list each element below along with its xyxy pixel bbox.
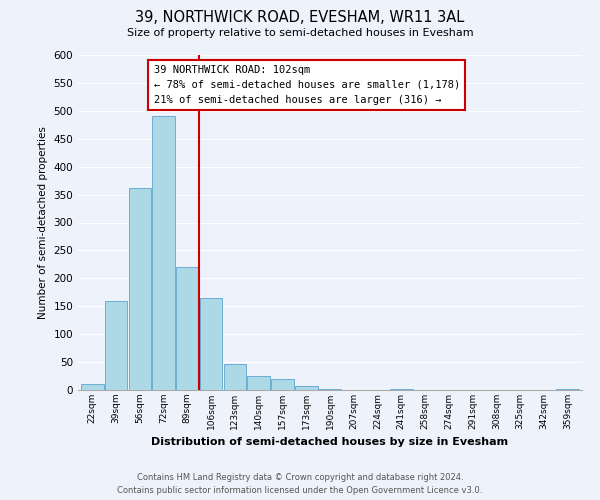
Text: 39 NORTHWICK ROAD: 102sqm
← 78% of semi-detached houses are smaller (1,178)
21% : 39 NORTHWICK ROAD: 102sqm ← 78% of semi-…	[154, 65, 460, 104]
Text: Contains HM Land Registry data © Crown copyright and database right 2024.
Contai: Contains HM Land Registry data © Crown c…	[118, 474, 482, 495]
Bar	[200, 298, 223, 390]
Bar	[105, 300, 127, 390]
Bar	[247, 376, 270, 390]
Bar	[556, 389, 579, 390]
Bar	[152, 116, 175, 390]
Bar	[176, 267, 199, 390]
Bar	[81, 384, 104, 390]
Bar	[390, 389, 413, 390]
Bar	[224, 364, 246, 390]
Bar	[295, 386, 317, 390]
Text: Size of property relative to semi-detached houses in Evesham: Size of property relative to semi-detach…	[127, 28, 473, 38]
Text: 39, NORTHWICK ROAD, EVESHAM, WR11 3AL: 39, NORTHWICK ROAD, EVESHAM, WR11 3AL	[136, 10, 464, 25]
Bar	[319, 389, 341, 390]
Bar	[128, 188, 151, 390]
Bar	[271, 379, 294, 390]
X-axis label: Distribution of semi-detached houses by size in Evesham: Distribution of semi-detached houses by …	[151, 438, 509, 448]
Y-axis label: Number of semi-detached properties: Number of semi-detached properties	[38, 126, 48, 319]
